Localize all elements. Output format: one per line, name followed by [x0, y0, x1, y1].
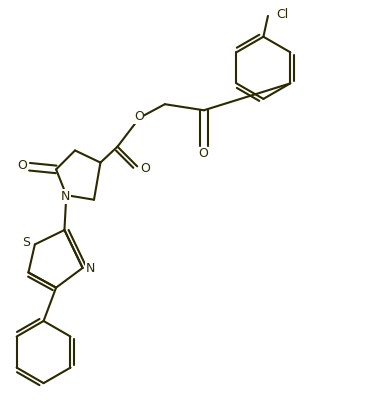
Text: Cl: Cl [276, 8, 288, 21]
Text: N: N [86, 262, 95, 275]
Text: S: S [22, 236, 31, 249]
Text: O: O [140, 162, 150, 175]
Text: O: O [134, 110, 144, 123]
Text: O: O [199, 147, 208, 160]
Text: N: N [61, 190, 70, 203]
Text: O: O [17, 159, 27, 172]
